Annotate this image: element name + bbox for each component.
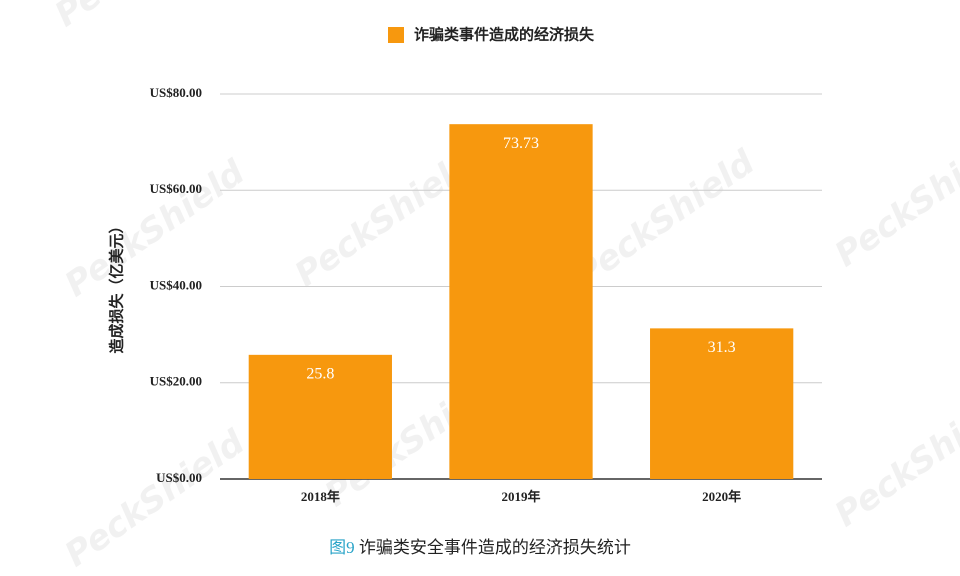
watermark: PeckShield: [58, 422, 253, 575]
x-tick-label: 2019年: [501, 489, 540, 504]
data-label: 31.3: [708, 339, 736, 356]
watermark: PeckShield: [828, 122, 960, 275]
bar: [449, 124, 593, 479]
bar: [248, 354, 392, 479]
y-tick-label: US$20.00: [150, 374, 202, 389]
y-tick-label: US$60.00: [150, 181, 202, 196]
watermark: PeckShield: [48, 0, 243, 35]
y-tick-label: US$80.00: [150, 85, 202, 100]
legend-swatch: [388, 27, 404, 43]
legend-label: 诈骗类事件造成的经济损失: [414, 25, 595, 43]
watermark: PeckShield: [828, 382, 960, 535]
caption: 图9 诈骗类安全事件造成的经济损失统计: [329, 538, 631, 557]
watermark: PeckShield: [568, 142, 763, 295]
y-axis-label: 造成损失（亿美元）: [107, 218, 125, 353]
caption-number: 图9: [329, 538, 355, 557]
y-tick-label: US$0.00: [156, 470, 202, 485]
data-label: 25.8: [306, 366, 334, 383]
y-tick-label: US$40.00: [150, 277, 202, 292]
caption-text: 诈骗类安全事件造成的经济损失统计: [359, 538, 631, 557]
data-label: 73.73: [503, 135, 539, 152]
bar: [650, 328, 794, 479]
x-tick-label: 2018年: [301, 489, 340, 504]
x-tick-label: 2020年: [702, 489, 741, 504]
